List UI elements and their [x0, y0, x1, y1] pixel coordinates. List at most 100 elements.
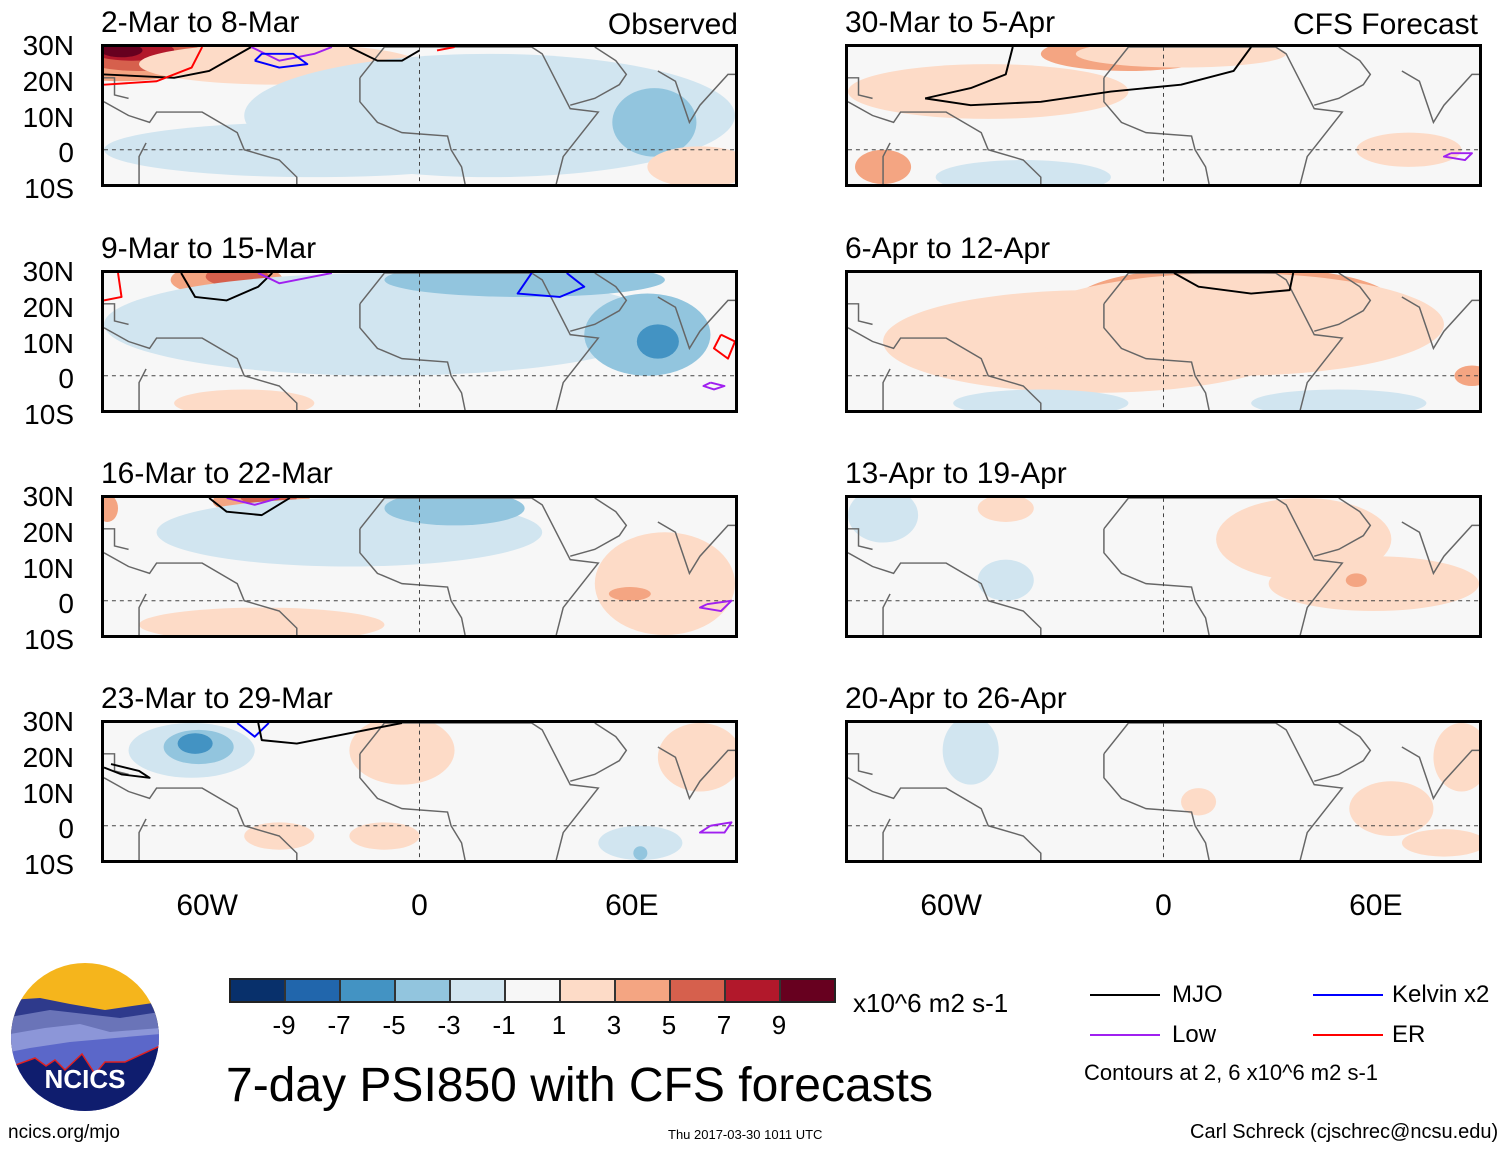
coastline [359, 723, 600, 860]
colorbar-tick-label: 9 [771, 1010, 787, 1040]
colorbar-tick-label: 1 [551, 1010, 567, 1040]
anomaly-map [101, 44, 738, 187]
contour-low [1442, 152, 1473, 161]
anomaly-shading [977, 498, 1034, 522]
colorbar-swatch [231, 980, 286, 1001]
panel-title: 2-Mar to 8-Mar [101, 6, 300, 39]
coastline [104, 777, 298, 860]
y-tick-label: 0 [58, 137, 74, 169]
colorbar-tick-label: 5 [661, 1010, 677, 1040]
author-credit: Carl Schreck (cjschrec@ncsu.edu) [1190, 1121, 1499, 1143]
y-tick-label: 10S [24, 173, 74, 204]
coastline [359, 753, 466, 860]
anomaly-shading [657, 723, 735, 792]
legend-label-er: ER [1392, 1021, 1426, 1048]
coastline [848, 303, 873, 326]
coastline [1103, 47, 1344, 184]
y-tick-label: 10N [22, 777, 74, 809]
coastline [570, 723, 628, 782]
map-canvas [848, 498, 1479, 635]
panel-title: 9-Mar to 15-Mar [101, 232, 317, 265]
observed-label: Observed [607, 8, 738, 41]
coastline [882, 142, 891, 184]
colorbar-swatch [616, 980, 671, 1001]
coastline [104, 101, 298, 184]
ncics-logo: NCICS [10, 962, 160, 1112]
contour-er [436, 47, 455, 52]
legend-line-er [1313, 1034, 1383, 1036]
anomaly-shading [598, 825, 683, 860]
coastline [104, 552, 298, 635]
coastline [359, 528, 466, 635]
coastline [138, 368, 147, 410]
colorbar-swatch [396, 980, 451, 1001]
anomaly-shading [104, 498, 119, 522]
anomaly-shading [139, 607, 385, 635]
panel-title: 13-Apr to 19-Apr [845, 457, 1067, 490]
coastline [882, 368, 891, 410]
coastline [1103, 303, 1210, 410]
y-tick-label: 0 [58, 363, 74, 395]
coastline [1314, 498, 1372, 557]
forecast-label: CFS Forecast [1292, 8, 1478, 41]
y-tick-label: 20N [22, 65, 74, 97]
y-tick-label: 20N [22, 741, 74, 773]
anomaly-shading [1268, 556, 1479, 612]
map-canvas [104, 498, 735, 635]
coastline [882, 818, 891, 860]
panel-title: 23-Mar to 29-Mar [101, 682, 333, 715]
contour-low [226, 498, 280, 506]
contour-mjo [348, 47, 421, 62]
coastline [848, 528, 873, 551]
contour-mjo [257, 723, 403, 745]
anomaly-shading [1075, 47, 1287, 68]
colorbar-tick-label: -1 [492, 1010, 516, 1040]
panel-title: 6-Apr to 12-Apr [845, 232, 1051, 265]
timestamp: Thu 2017-03-30 1011 UTC [668, 1127, 823, 1142]
contour-er [104, 47, 204, 86]
anomaly-shading [1349, 781, 1434, 837]
coastline [359, 303, 466, 410]
coastline [1103, 77, 1210, 184]
anomaly-shading [647, 146, 735, 184]
anomaly-shading [1345, 573, 1367, 588]
panel-title: 20-Apr to 26-Apr [845, 682, 1067, 715]
anomaly-shading [1356, 132, 1462, 167]
coastline [1401, 746, 1479, 801]
coastline [138, 142, 147, 184]
y-tick-label: 10S [24, 624, 74, 655]
y-tick-label: 10N [22, 552, 74, 584]
colorbar-tick-label: 7 [716, 1010, 732, 1040]
anomaly-shading [1251, 389, 1427, 410]
coastline [1401, 521, 1479, 576]
anomaly-shading [942, 723, 999, 785]
y-tick-label: 10S [24, 399, 74, 430]
colorbar-swatch [561, 980, 616, 1001]
colorbar-swatch [341, 980, 396, 1001]
website-link[interactable]: ncics.org/mjo [8, 1122, 120, 1143]
x-tick-label: 60E [605, 889, 659, 922]
legend-line-low [1090, 1034, 1160, 1036]
anomaly-map [101, 720, 738, 863]
map-canvas [848, 47, 1479, 184]
contour-mjo [924, 47, 1014, 100]
map-canvas [104, 47, 735, 184]
legend-label-low: Low [1172, 1021, 1217, 1048]
coastline [359, 77, 466, 184]
anomaly-shading [848, 498, 919, 543]
contour-mjo [180, 273, 273, 302]
anomaly-map [101, 495, 738, 638]
map-canvas [848, 723, 1479, 860]
anomaly-shading [612, 88, 697, 157]
colorbar-swatch [726, 980, 781, 1001]
coastline [138, 818, 147, 860]
colorbar-tick-label: -7 [327, 1010, 351, 1040]
anomaly-map [845, 495, 1482, 638]
legend-line-mjo [1090, 994, 1160, 996]
colorbar-swatch [671, 980, 726, 1001]
coastline [138, 593, 147, 635]
y-tick-label: 10S [24, 849, 74, 880]
anomaly-shading [953, 389, 1129, 410]
contour-kelvin [254, 52, 309, 69]
contour-er [104, 273, 123, 302]
